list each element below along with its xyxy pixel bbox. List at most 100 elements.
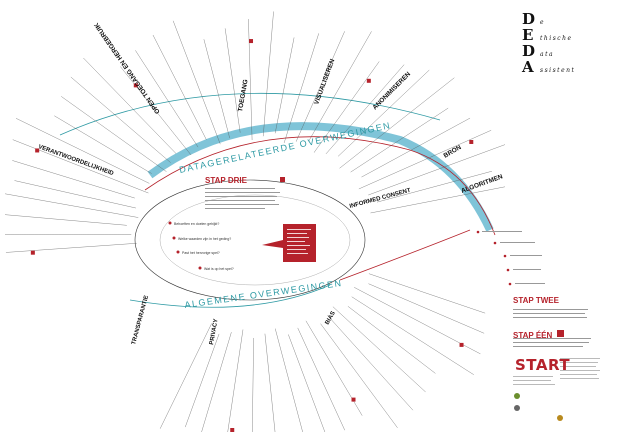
radial-line [361,117,471,178]
outer-arc-red [144,136,496,236]
radial-lines [4,11,506,433]
radial-line [224,28,241,133]
radial-line [347,306,436,374]
center-question-4: Wat is op het spel? [204,267,234,271]
center-ellipse [134,179,366,301]
radial-marker [459,342,464,347]
radial-marker [249,39,254,44]
title-block: D e E thische D ata A ssistent [522,10,616,76]
radial-line [135,50,199,148]
radial-line [4,214,127,226]
center-questions: Behoeften en doelen gehijkt? Welke waard… [168,221,234,271]
red-panel-lines [287,229,311,254]
radial-line [297,327,345,431]
title-initial-4: A [522,58,534,76]
title-rest-3: ata [540,51,555,58]
stap-drie-heading: STAP DRIE [205,176,248,185]
radial-line [227,329,244,433]
radial-line [172,20,221,145]
radial-line [12,160,135,199]
category-open-toegang: OPEN TOEGANG EN HERGEBRUIK [93,21,162,115]
radial-line [351,296,474,375]
radial-line [248,19,253,141]
radial-line [320,323,398,428]
start-heading: START [515,356,571,374]
radial-line [354,287,481,355]
radial-marker [35,148,40,153]
center-ellipse-inner [159,194,351,286]
radial-line [274,37,295,134]
radial-line [54,115,152,174]
radial-marker [30,250,35,255]
arc-label-general: ALGEMENE OVERWEGINGEN [184,278,343,310]
radial-line [332,306,426,393]
radial-line [263,11,274,137]
radial-line [275,328,303,433]
radial-line [288,334,326,433]
radial-line [327,315,414,411]
radial-line [203,39,230,139]
center-question-1: Behoeften en doelen gehijkt? [174,222,219,226]
radial-marker [366,78,371,83]
radial-line [83,57,177,154]
stap-twee-text [513,309,588,318]
title-rest-1: e [540,19,546,26]
stap-een-check-icon [556,330,564,338]
category-toegang: TOEGANG [237,79,250,112]
title-row-1: D e [522,10,616,28]
title-rest-4: ssistent [540,67,576,74]
radial-line [5,243,137,253]
radial-line [185,333,220,428]
radial-line [201,332,232,433]
radial-line [339,77,455,169]
radial-line [295,31,345,142]
radial-line [14,180,136,209]
center-question-2: Welke waarden zijn in het geding? [178,237,231,241]
title-initial-3: D [522,42,536,60]
radial-line [350,107,449,173]
footer-lines [513,358,600,385]
radial-line [368,273,486,314]
radial-line [159,323,212,429]
lower-arc-teal [129,284,331,308]
lower-arc-red [339,229,471,281]
radial-line [370,186,506,214]
radial-line [152,34,207,140]
category-informed-consent: INFORMED CONSENT [349,188,412,210]
radial-line [61,96,167,172]
radial-marker [230,428,235,432]
radial-line [283,33,319,143]
center-question-3: Past het hervorige spel? [182,251,220,255]
logo-1 [514,393,520,399]
radial-line [368,144,506,196]
title-initial-2: E [522,26,534,44]
radial-line [368,283,485,334]
logo-2 [514,405,520,411]
radial-line [4,193,139,218]
title-row-2: E thische [522,26,616,44]
stap-drie-marker [280,177,285,182]
logo-3 [557,415,563,421]
radial-marker [469,139,474,144]
stap-een-text [513,338,591,347]
category-privacy: PRIVACY [209,318,219,345]
radial-line [325,64,405,155]
radial-line [120,66,192,156]
stap-twee-heading: STAP TWEE [513,296,559,305]
stap-twee: STAP TWEE [513,296,559,305]
radial-marker [133,83,138,88]
radial-line [252,337,254,433]
category-bron: BRON [443,144,463,160]
radial-line [12,139,149,194]
title-initial-1: D [522,10,536,28]
stap-een: STAP ÉÉN [513,325,564,343]
radial-line [337,69,430,157]
title-rest-2: thische [540,35,573,42]
right-question-list [476,230,545,286]
radial-line [313,61,380,153]
stap-een-heading: STAP ÉÉN [513,331,553,340]
title-row-3: D ata [522,42,616,60]
radial-marker [351,397,356,402]
radial-line [70,76,171,163]
